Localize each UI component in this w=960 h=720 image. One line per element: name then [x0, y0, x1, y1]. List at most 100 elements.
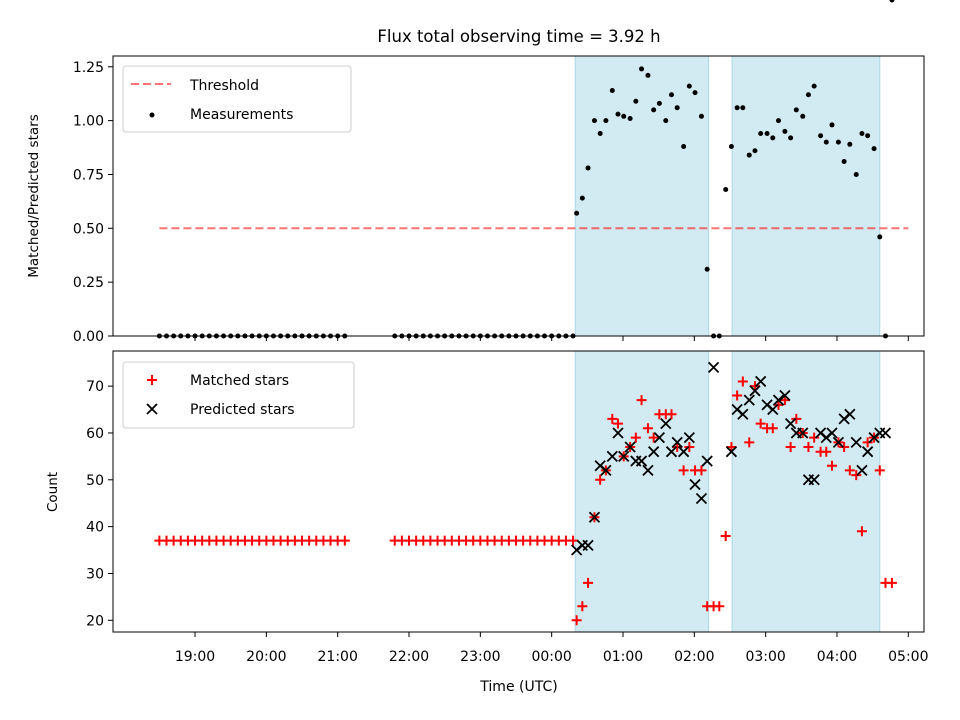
predicted-point — [826, 427, 838, 439]
matched-point — [720, 530, 731, 541]
predicted-point — [784, 417, 797, 430]
x-tick-label: 05:00 — [888, 649, 928, 665]
shaded-regions — [574, 350, 881, 633]
x-tick-label: 20:00 — [246, 649, 286, 665]
matched-point — [803, 442, 814, 453]
measurement-point — [645, 72, 651, 78]
matched-point — [595, 474, 606, 485]
predicted-point — [844, 408, 856, 420]
shaded-span — [731, 55, 881, 337]
predicted-point — [653, 432, 666, 444]
y-tick-label: 0.75 — [73, 167, 104, 183]
plot-series — [156, 0, 909, 339]
measurement-point — [788, 135, 794, 141]
measurement-point — [656, 100, 662, 106]
matched-point — [666, 409, 677, 420]
predicted-point — [660, 417, 672, 430]
y-axis-label-top: Matched/Predicted stars — [26, 114, 42, 277]
y-tick-label: 1.25 — [73, 60, 104, 76]
plot-frame — [112, 55, 925, 337]
plot-frame — [112, 350, 925, 633]
predicted-point — [755, 375, 767, 388]
x-axis-label: Time (UTC) — [479, 679, 557, 695]
y-tick-label: 50 — [86, 473, 104, 489]
y-tick-label: 20 — [86, 613, 104, 629]
predicted-point — [707, 361, 720, 374]
measurement-point — [793, 107, 799, 113]
matched-point — [773, 399, 784, 410]
measurement-point — [681, 143, 687, 149]
predicted-point — [624, 441, 636, 453]
matched-point — [874, 465, 885, 476]
predicted-point — [677, 446, 690, 458]
measurement-point — [698, 113, 704, 119]
matched-point — [844, 465, 855, 476]
matched-point — [583, 577, 594, 588]
measurement-point — [574, 210, 580, 216]
measurement-point — [889, 0, 895, 3]
matched-point — [809, 432, 820, 443]
y-tick-label: 1.00 — [73, 114, 104, 130]
measurement-point — [692, 90, 698, 96]
x-tick-label: 00:00 — [531, 649, 571, 665]
legend-box — [122, 65, 352, 133]
matched-point — [613, 418, 624, 429]
measurement-point — [734, 105, 740, 111]
predicted-legend-marker — [146, 403, 158, 415]
matched-point — [749, 381, 760, 392]
legend-label-measurements: Measurements — [190, 107, 293, 123]
matched-point — [839, 442, 850, 453]
measurement-point — [627, 115, 633, 121]
matched-point — [577, 601, 588, 612]
measurement-point — [853, 171, 859, 177]
shaded-span — [574, 55, 710, 337]
measurement-point — [651, 107, 657, 113]
matched-point — [642, 423, 653, 434]
measurement-point — [770, 135, 776, 141]
matched-point — [856, 526, 867, 537]
measurement-point — [829, 122, 835, 128]
y-tick-label: 70 — [86, 379, 104, 395]
matched-point — [636, 395, 647, 406]
predicted-point — [665, 446, 678, 458]
matched-point — [648, 432, 659, 443]
measurement-point — [865, 133, 871, 139]
measurement-point — [603, 118, 609, 124]
axes: 0.00 0.25 0.50 0.75 1.00 1.25 — [73, 60, 909, 345]
x-tick-label: 21:00 — [318, 649, 358, 665]
matched-point — [737, 376, 748, 387]
matched-point — [779, 395, 790, 406]
predicted-point — [701, 455, 713, 467]
y-tick-label: 0.25 — [73, 275, 104, 291]
matched-point — [672, 442, 683, 453]
x-tick-label: 03:00 — [745, 649, 785, 665]
predicted-point — [856, 464, 868, 477]
x-tick-label: 23:00 — [460, 649, 500, 665]
measurement-point — [723, 187, 729, 193]
legend-bottom: Matched stars Predicted stars — [122, 361, 355, 429]
predicted-point — [779, 389, 791, 402]
measurement-point — [639, 66, 645, 72]
predicted-point — [767, 403, 779, 416]
axes: 20 30 40 50 60 70 — [86, 379, 909, 637]
measurement-point — [764, 131, 770, 137]
measurement-point — [877, 234, 883, 240]
measurement-point — [811, 83, 817, 89]
matched-point — [684, 442, 695, 453]
y-tick-label: 60 — [86, 426, 104, 442]
predicted-point — [618, 450, 630, 463]
measurement-point — [823, 139, 829, 145]
measurement-point — [752, 148, 758, 154]
measurements-legend-marker — [149, 112, 155, 118]
measurement-point — [668, 92, 674, 98]
shaded-span — [731, 350, 881, 633]
predicted-point — [749, 385, 761, 397]
top-panel: 0.00 0.25 0.50 0.75 1.00 1.25 Matched/Predict… — [26, 0, 925, 345]
y-axis-label-bottom: Count — [45, 472, 61, 512]
measurement-point — [841, 159, 847, 165]
predicted-point — [588, 511, 601, 523]
predicted-point — [582, 539, 594, 551]
matched-legend-marker — [147, 375, 157, 385]
matched-point — [821, 446, 832, 457]
